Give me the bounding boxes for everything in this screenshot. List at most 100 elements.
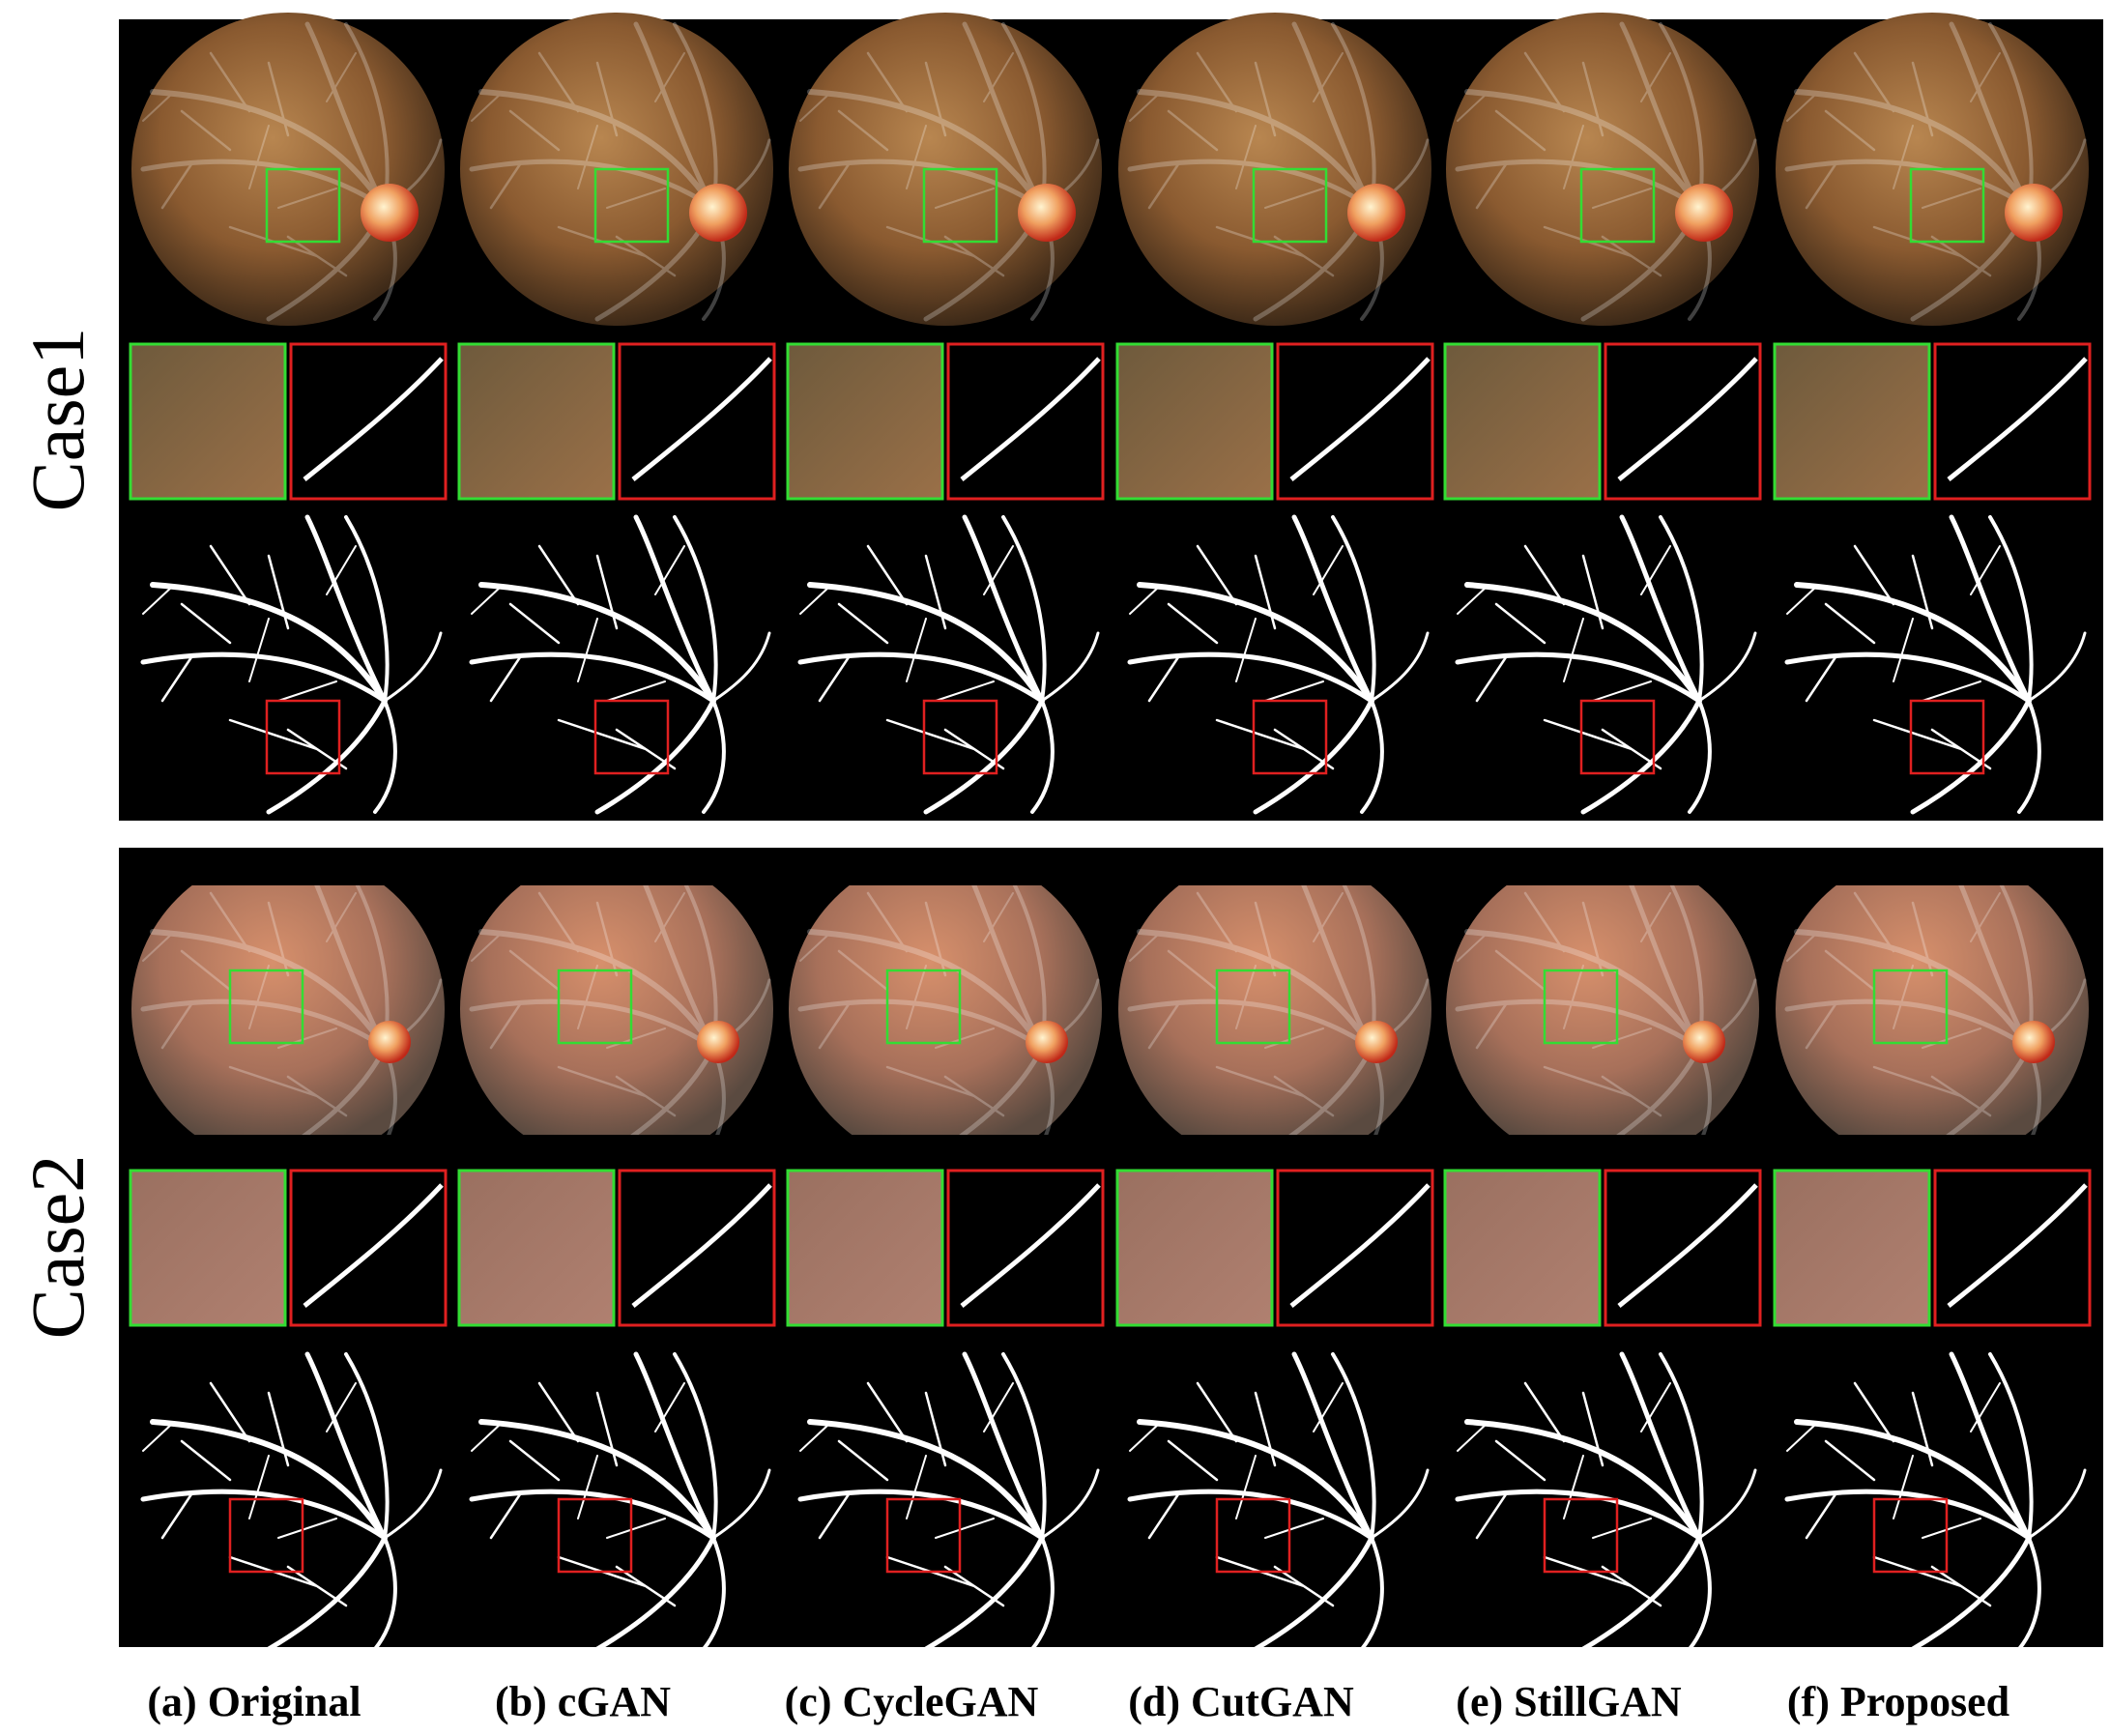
zoom-vessel-line bbox=[1289, 1183, 1431, 1308]
roi-box bbox=[265, 167, 341, 244]
optic-disc bbox=[368, 1021, 411, 1063]
vessel-roi-box bbox=[593, 699, 670, 775]
zoom-vessel-line bbox=[960, 1183, 1101, 1308]
roi-box bbox=[1579, 167, 1656, 244]
zoom-image bbox=[129, 1169, 287, 1327]
zoom-vessel bbox=[1276, 1169, 1434, 1327]
optic-disc bbox=[1683, 1021, 1725, 1063]
zoom-image bbox=[1115, 1169, 1274, 1327]
roi-box bbox=[228, 969, 304, 1045]
zoom-image bbox=[1773, 342, 1931, 501]
zoom-vessel bbox=[1276, 342, 1434, 501]
fundus-clip bbox=[131, 885, 445, 1135]
vessel-roi-box bbox=[1252, 699, 1328, 775]
roi-box bbox=[1215, 969, 1291, 1045]
zoom-vessel bbox=[946, 1169, 1105, 1327]
case-label: Case2 bbox=[15, 1155, 100, 1340]
fundus-clip bbox=[789, 885, 1102, 1135]
fundus-clip bbox=[1446, 885, 1759, 1135]
fundus-image bbox=[1446, 885, 1759, 1135]
zoom-vessel-line bbox=[303, 1183, 444, 1308]
zoom-vessel-line bbox=[1947, 357, 2088, 481]
roi-box bbox=[1872, 969, 1949, 1045]
zoom-vessel-line bbox=[960, 357, 1101, 481]
column-label: (b) cGAN bbox=[495, 1678, 671, 1725]
column-label: (f) Proposed bbox=[1787, 1678, 2009, 1725]
optic-disc bbox=[361, 184, 419, 242]
vessel-roi-box bbox=[557, 1497, 633, 1574]
zoom-vessel bbox=[289, 342, 448, 501]
zoom-image bbox=[1443, 342, 1602, 501]
zoom-image bbox=[786, 1169, 944, 1327]
zoom-vessel-line bbox=[631, 357, 772, 481]
optic-disc bbox=[1355, 1021, 1398, 1063]
optic-disc bbox=[2012, 1021, 2055, 1063]
roi-box bbox=[557, 969, 633, 1045]
fundus-image bbox=[789, 13, 1102, 326]
zoom-vessel-line bbox=[631, 1183, 772, 1308]
zoom-vessel bbox=[618, 1169, 776, 1327]
optic-disc bbox=[1026, 1021, 1068, 1063]
optic-disc bbox=[1675, 184, 1733, 242]
fundus-image bbox=[1118, 885, 1431, 1135]
optic-disc bbox=[689, 184, 747, 242]
fundus-image bbox=[789, 885, 1102, 1135]
fundus-clip bbox=[1776, 885, 2089, 1135]
fundus-image bbox=[1776, 13, 2089, 326]
zoom-image bbox=[1443, 1169, 1602, 1327]
optic-disc bbox=[1018, 184, 1076, 242]
column-label: (d) CutGAN bbox=[1128, 1678, 1354, 1725]
roi-box bbox=[593, 167, 670, 244]
vessel-roi-box bbox=[885, 1497, 962, 1574]
roi-box bbox=[885, 969, 962, 1045]
zoom-image bbox=[1115, 342, 1274, 501]
case-panel bbox=[119, 19, 2103, 821]
roi-box bbox=[922, 167, 998, 244]
zoom-image bbox=[786, 342, 944, 501]
zoom-vessel-line bbox=[1617, 1183, 1758, 1308]
zoom-vessel bbox=[946, 342, 1105, 501]
case-panel bbox=[119, 848, 2103, 1647]
optic-disc bbox=[2005, 184, 2063, 242]
optic-disc bbox=[1347, 184, 1405, 242]
zoom-vessel-line bbox=[1947, 1183, 2088, 1308]
roi-box bbox=[1252, 167, 1328, 244]
fundus-image bbox=[460, 885, 773, 1135]
zoom-vessel bbox=[1933, 1169, 2092, 1327]
zoom-vessel-line bbox=[303, 357, 444, 481]
zoom-vessel-line bbox=[1617, 357, 1758, 481]
vessel-roi-box bbox=[1215, 1497, 1291, 1574]
roi-box bbox=[1543, 969, 1619, 1045]
vessel-roi-box bbox=[922, 699, 998, 775]
zoom-vessel-line bbox=[1289, 357, 1431, 481]
zoom-vessel bbox=[1933, 342, 2092, 501]
fundus-clip bbox=[1118, 885, 1431, 1135]
zoom-image bbox=[457, 1169, 616, 1327]
zoom-image bbox=[129, 342, 287, 501]
vessel-roi-box bbox=[265, 699, 341, 775]
zoom-image bbox=[1773, 1169, 1931, 1327]
optic-disc bbox=[697, 1021, 739, 1063]
fundus-image bbox=[1446, 13, 1759, 326]
column-label: (a) Original bbox=[147, 1678, 361, 1725]
zoom-vessel bbox=[618, 342, 776, 501]
vessel-roi-box bbox=[228, 1497, 304, 1574]
fundus-image bbox=[131, 13, 445, 326]
fundus-image bbox=[1776, 885, 2089, 1135]
zoom-vessel bbox=[289, 1169, 448, 1327]
fundus-clip bbox=[460, 885, 773, 1135]
zoom-vessel bbox=[1604, 1169, 1762, 1327]
roi-box bbox=[1909, 167, 1985, 244]
vessel-roi-box bbox=[1872, 1497, 1949, 1574]
column-label: (c) CycleGAN bbox=[785, 1678, 1039, 1725]
zoom-image bbox=[457, 342, 616, 501]
zoom-vessel bbox=[1604, 342, 1762, 501]
content: Case1 Case2 (a) Original (b) cGAN (c) CycleG… bbox=[15, 13, 2092, 1725]
vessel-roi-box bbox=[1543, 1497, 1619, 1574]
column-label: (e) StillGAN bbox=[1456, 1678, 1682, 1725]
fundus-image bbox=[1118, 13, 1431, 326]
fundus-image bbox=[131, 885, 445, 1135]
fundus-image bbox=[460, 13, 773, 326]
vessel-roi-box bbox=[1579, 699, 1656, 775]
